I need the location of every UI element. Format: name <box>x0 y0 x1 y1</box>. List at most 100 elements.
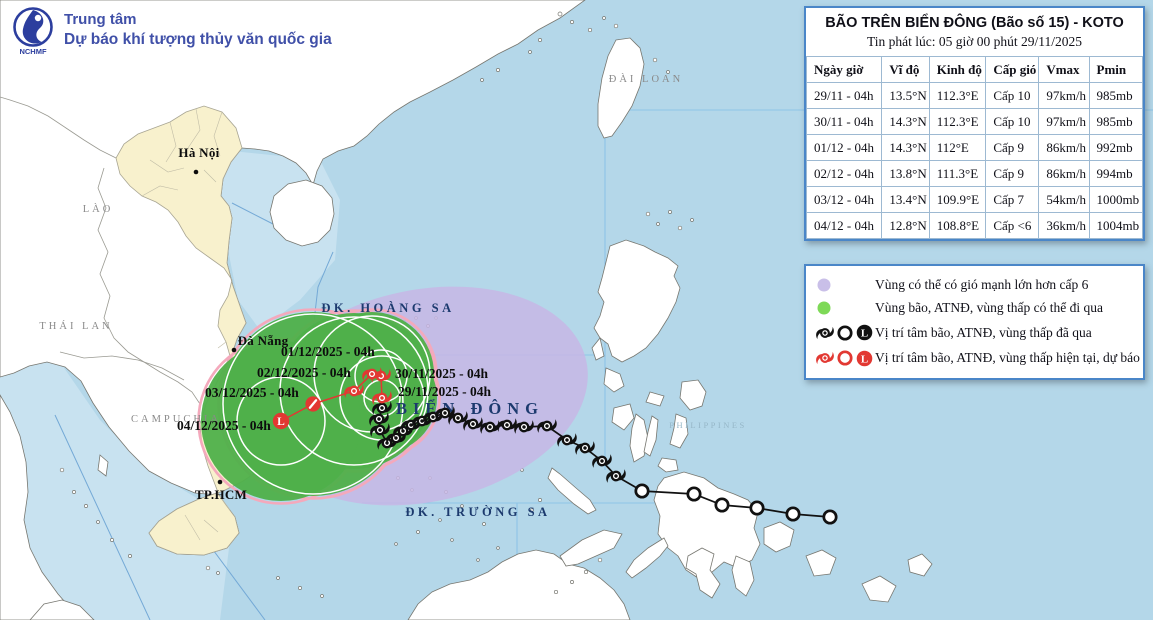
forecast-row: 30/11 - 04h 14.3°N 112.3°E Cấp 10 97km/h 985m… <box>805 108 1144 135</box>
malay-peninsula <box>0 394 79 620</box>
forecast-cell: 03/12 - 04h <box>805 186 883 213</box>
forecast-cell: 04/12 - 04h <box>805 212 883 239</box>
forecast-cell: 54km/h <box>1038 186 1090 213</box>
forecast-cell: 108.8°E <box>928 212 987 239</box>
column-header: Vmax <box>1038 56 1090 83</box>
org-name-line2: Dự báo khí tượng thủy văn quốc gia <box>64 31 332 49</box>
past-low-icon <box>856 324 873 341</box>
gulf-of-thailand <box>0 360 230 620</box>
track-date-label: 29/11/2025 - 04h <box>398 384 492 399</box>
legend-item-pass-zone: Vùng bão, ATNĐ, vùng thấp có thể đi qua <box>806 299 1143 317</box>
bulletin-title: BÃO TRÊN BIỂN ĐÔNG (Bão số 15) - KOTO <box>825 15 1124 31</box>
forecast-row: 03/12 - 04h 13.4°N 109.9°E Cấp 7 54km/h 1000m… <box>805 186 1144 213</box>
org-name: Trung tâm Dự báo khí tượng thủy văn quốc… <box>64 6 332 51</box>
map-label: LÀO <box>83 203 114 215</box>
wind-radius-ring <box>236 376 326 466</box>
forecast-table-header: Ngày giờ Vĩ độ Kinh độ Cấp gió Vmax Pmin <box>805 56 1144 83</box>
wind-radius-ring <box>222 313 404 495</box>
taiwan-island <box>597 37 645 139</box>
storm-symbol-past <box>634 483 650 499</box>
wind-radius-ring <box>279 316 429 466</box>
city-label: TP.HCM <box>195 487 247 502</box>
column-header: Vĩ độ <box>881 56 930 83</box>
forecast-cell: 29/11 - 04h <box>805 82 883 109</box>
city-label: Đà Nẵng <box>238 333 289 348</box>
legend-label: Vị trí tâm bão, ATNĐ, vùng thấp hiện tại… <box>875 350 1140 366</box>
page-header: NCHMF Trung tâm Dự báo khí tượng thủy vă… <box>12 6 332 56</box>
forecast-cell: 13.5°N <box>881 82 930 109</box>
logo-caption: NCHMF <box>19 47 47 56</box>
storm-track <box>272 363 838 525</box>
city-dot <box>231 347 237 353</box>
forecast-cell: 12.8°N <box>881 212 930 239</box>
map-label: CAMPUCHIA <box>131 414 221 425</box>
forecast-cell: 14.3°N <box>881 134 930 161</box>
track-date-labels: 29/11/2025 - 04h 30/11/2025 - 04h 01/12/20… <box>177 344 492 433</box>
hainan-island <box>269 179 335 247</box>
column-header: Cấp gió <box>985 56 1040 83</box>
forecast-cell: 985mb <box>1088 82 1144 109</box>
track-date-label: 02/12/2025 - 04h <box>257 365 351 380</box>
forecast-cell: Cấp 7 <box>985 186 1040 213</box>
forecast-cell: 97km/h <box>1038 82 1090 109</box>
forecast-cell: 994mb <box>1088 160 1144 187</box>
forecast-row: 29/11 - 04h 13.5°N 112.3°E Cấp 10 97km/h 985m… <box>805 82 1144 109</box>
legend-item-past-position: Vị trí tâm bão, ATNĐ, vùng thấp đã qua <box>806 323 1143 343</box>
current-low-icon <box>856 350 873 367</box>
country-borders <box>0 96 201 405</box>
current-typhoon-icon <box>815 348 835 368</box>
column-header: Pmin <box>1088 56 1144 83</box>
islands <box>0 37 933 620</box>
forecast-cell: Cấp 10 <box>985 82 1040 109</box>
nchmf-logo-icon <box>13 7 53 47</box>
forecast-cell: Cấp 9 <box>985 134 1040 161</box>
mindanao-island <box>653 471 761 579</box>
city-label: Hà Nội <box>178 145 219 160</box>
track-date-label: 03/12/2025 - 04h <box>205 385 299 400</box>
map-label: ĐÀI LOAN <box>609 73 683 85</box>
column-header: Kinh độ <box>928 56 987 83</box>
storm-symbol-past <box>785 506 801 522</box>
legend-item-current-position: Vị trí tâm bão, ATNĐ, vùng thấp hiện tại… <box>806 348 1143 368</box>
forecast-cell: 97km/h <box>1038 108 1090 135</box>
map-label: BIỂN ĐÔNG <box>396 399 544 418</box>
current-depression-icon <box>837 350 853 366</box>
legend-label: Vùng có thể có gió mạnh lớn hơn cấp 6 <box>875 276 1089 292</box>
storm-symbol-past <box>749 500 765 516</box>
storm-symbol-past <box>686 486 702 502</box>
forecast-cell: 14.3°N <box>881 108 930 135</box>
place-labels: Hà Nội Đà Nẵng TP.HCM <box>178 145 288 502</box>
forecast-cell: 992mb <box>1088 134 1144 161</box>
city-dot <box>217 479 223 485</box>
purple-area-icon <box>806 276 875 294</box>
forecast-cell: 1000mb <box>1088 186 1144 213</box>
forecast-row: 01/12 - 04h 14.3°N 112°E Cấp 9 86km/h 992mb <box>805 134 1144 161</box>
legend-label: Vị trí tâm bão, ATNĐ, vùng thấp đã qua <box>875 324 1092 340</box>
org-name-line1: Trung tâm <box>64 11 137 28</box>
forecast-cell: 01/12 - 04h <box>805 134 883 161</box>
map-label: PHILIPPINES <box>669 420 747 430</box>
forecast-cell: 112.3°E <box>928 82 987 109</box>
forecast-cell: 86km/h <box>1038 134 1090 161</box>
forecast-cell: 13.8°N <box>881 160 930 187</box>
forecast-cell: 109.9°E <box>928 186 987 213</box>
forecast-cell: 1004mb <box>1088 212 1144 239</box>
storm-symbol-forecast <box>272 412 290 430</box>
forecast-row: 02/12 - 04h 13.8°N 111.3°E Cấp 9 86km/h 994mb <box>805 160 1144 187</box>
sea-labels: ĐK. HOÀNG SA BIỂN ĐÔNG ĐK. TRƯỜNG SA THÁI L… <box>39 73 747 519</box>
borneo-island <box>407 549 631 620</box>
forecast-cell: Cấp 10 <box>985 108 1040 135</box>
past-depression-icon <box>837 325 853 341</box>
forecast-cell: 30/11 - 04h <box>805 108 883 135</box>
forecast-table: Ngày giờ Vĩ độ Kinh độ Cấp gió Vmax Pmin 29/1… <box>805 56 1144 239</box>
green-area-icon <box>806 299 875 317</box>
track-date-label: 04/12/2025 - 04h <box>177 418 271 433</box>
city-dot <box>193 169 199 175</box>
nchmf-logo: NCHMF <box>12 6 54 56</box>
storm-symbol-past <box>822 509 838 525</box>
forecast-cell: 36km/h <box>1038 212 1090 239</box>
forecast-cell: 111.3°E <box>928 160 987 187</box>
legend-panel: Vùng có thể có gió mạnh lớn hơn cấp 6 Vù… <box>804 264 1145 380</box>
legend-label: Vùng bão, ATNĐ, vùng thấp có thể đi qua <box>875 300 1103 316</box>
map-label: ĐK. TRƯỜNG SA <box>405 505 550 519</box>
